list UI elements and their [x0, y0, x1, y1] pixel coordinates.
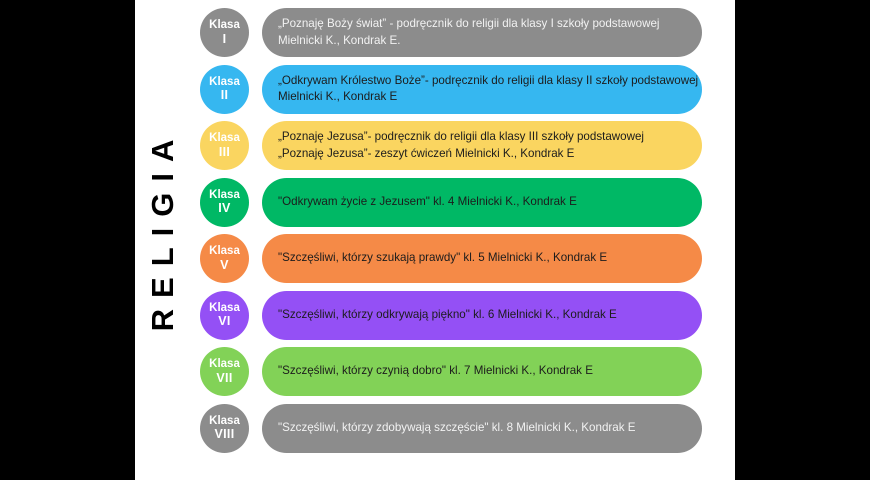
textbook-entry[interactable]: "Szczęśliwi, którzy czynią dobro" kl. 7 …: [262, 347, 702, 396]
class-badge-word: Klasa: [209, 358, 240, 371]
class-row: Klasa II „Odkrywam Królestwo Boże”- podręc…: [135, 64, 735, 115]
textbook-line: Mielnicki K., Kondrak E: [278, 90, 398, 103]
class-badge-word: Klasa: [209, 188, 240, 201]
class-badge-i[interactable]: Klasa I: [200, 8, 249, 57]
textbook-entry[interactable]: "Szczęśliwi, którzy odkrywają piękno" kl…: [262, 290, 702, 340]
textbook-entry[interactable]: "Szczęśliwi, którzy szukają prawdy" kl. …: [262, 234, 702, 283]
textbook-entry[interactable]: "Szczęśliwi, którzy zdobywają szczęście"…: [262, 403, 702, 453]
textbook-entry[interactable]: „Poznaję Boży świat” - podręcznik do rel…: [262, 8, 702, 57]
textbook-entry[interactable]: "Odkrywam życie z Jezusem" kl. 4 Mielnic…: [262, 177, 702, 227]
class-badge-word: Klasa: [209, 245, 240, 258]
class-row: Klasa VI "Szczęśliwi, którzy odkrywają pię…: [135, 290, 735, 341]
class-row: Klasa VII "Szczęśliwi, którzy czynią dobro…: [135, 347, 735, 397]
textbook-line: „Poznaję Boży świat” - podręcznik do rel…: [278, 17, 660, 31]
textbook-line: „Poznaję Jezusa”- podręcznik do religii …: [278, 130, 645, 144]
class-badge-v[interactable]: Klasa V: [200, 234, 249, 283]
textbook-line: "Szczęśliwi, którzy zdobywają szczęście"…: [278, 420, 636, 434]
slide-canvas: RELIGIA Klasa I „Poznaję Boży świat” - pod…: [135, 0, 735, 480]
class-row: Klasa III „Poznaję Jezusa”- podręcznik do …: [135, 121, 735, 171]
class-badge-iii[interactable]: Klasa III: [200, 121, 249, 170]
class-badge-number: IV: [218, 201, 231, 216]
textbook-line: Mielnicki K., Kondrak E.: [278, 33, 401, 47]
class-row: Klasa I „Poznaję Boży świat” - podręcznik …: [135, 8, 735, 58]
class-badge-vii[interactable]: Klasa VII: [200, 347, 249, 396]
class-badge-iv[interactable]: Klasa IV: [200, 177, 249, 227]
textbook-line: "Szczęśliwi, którzy odkrywają piękno" kl…: [278, 307, 617, 321]
class-badge-number: I: [222, 31, 227, 46]
textbook-line: „Poznaję Jezusa”- zeszyt ćwiczeń Mielnic…: [278, 146, 575, 160]
class-badge-number: III: [218, 144, 231, 159]
class-badge-ii[interactable]: Klasa II: [200, 64, 249, 114]
textbook-line: „Odkrywam Królestwo Boże”- podręcznik do…: [278, 73, 699, 87]
class-badge-number: VI: [218, 314, 231, 329]
textbook-entry[interactable]: „Odkrywam Królestwo Boże”- podręcznik do…: [262, 64, 702, 114]
class-row: Klasa IV "Odkrywam życie z Jezusem" kl. 4 …: [135, 177, 735, 228]
class-badge-word: Klasa: [209, 414, 240, 427]
class-badge-vi[interactable]: Klasa VI: [200, 290, 249, 340]
class-badge-word: Klasa: [209, 301, 240, 314]
class-row: Klasa VIII "Szczęśliwi, którzy zdobywają s…: [135, 403, 735, 454]
textbook-entry[interactable]: „Poznaję Jezusa”- podręcznik do religii …: [262, 121, 702, 170]
class-badge-number: VII: [216, 370, 233, 385]
class-badge-word: Klasa: [209, 132, 240, 145]
textbook-line: "Odkrywam życie z Jezusem" kl. 4 Mielnic…: [278, 194, 577, 208]
class-row: Klasa V "Szczęśliwi, którzy szukają prawdy…: [135, 234, 735, 284]
textbook-line: "Szczęśliwi, którzy czynią dobro" kl. 7 …: [278, 364, 593, 378]
textbook-line: "Szczęśliwi, którzy szukają prawdy" kl. …: [278, 251, 608, 265]
class-badge-word: Klasa: [209, 75, 240, 88]
class-badge-number: VIII: [214, 427, 235, 442]
class-badge-number: II: [220, 88, 229, 103]
class-badge-word: Klasa: [209, 19, 240, 32]
class-badge-number: V: [220, 257, 229, 272]
class-badge-viii[interactable]: Klasa VIII: [200, 403, 249, 453]
